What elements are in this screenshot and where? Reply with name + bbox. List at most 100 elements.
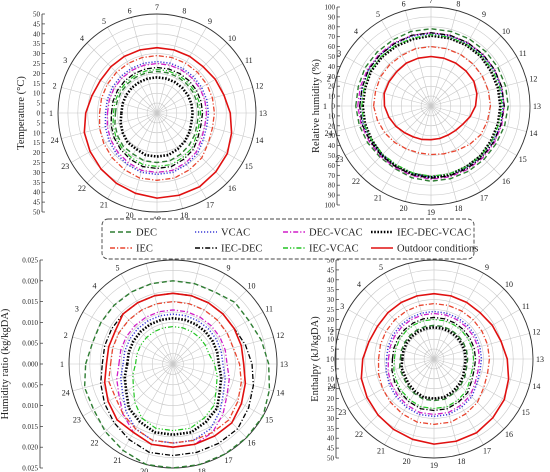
radial-tick-label: 35 <box>327 425 335 433</box>
series-line-iec-dec-vcac <box>361 34 502 179</box>
grid-spoke <box>172 363 247 438</box>
grid-spoke <box>156 112 243 163</box>
radial-tick-label: 100 <box>325 202 336 210</box>
hour-label: 22 <box>352 177 360 186</box>
hour-label: 10 <box>505 280 513 289</box>
panel-enthalpy: 1234567891011121314151617181920212223245… <box>310 249 544 470</box>
hour-label: 23 <box>338 408 346 417</box>
panel-temperature: 1234567891011121314151617181920212223245… <box>16 3 267 224</box>
grid-spoke <box>348 309 435 360</box>
hour-label: 21 <box>100 201 108 210</box>
radial-tick-label: 45 <box>33 20 41 28</box>
radial-tick-label: 20 <box>33 70 41 78</box>
series-line-dec <box>355 28 509 182</box>
radial-tick-label: 35 <box>33 40 41 48</box>
panel-humidity-ratio: 1234567891011121314151617181920212223240… <box>0 249 288 472</box>
radial-tick-label: 80 <box>328 182 336 190</box>
series-line-outdoor-conditions <box>383 55 478 141</box>
series-line-iec <box>98 54 216 181</box>
legend-label: IEC-VCAC <box>309 244 359 255</box>
radial-tick-label: 0 <box>331 356 335 364</box>
grid-spoke <box>82 363 174 417</box>
radial-tick-label: 0.025 <box>22 465 38 472</box>
radial-tick-label: 15 <box>327 385 335 393</box>
grid-spoke <box>172 290 247 365</box>
hour-label: 22 <box>78 184 86 193</box>
grid-spoke <box>360 35 432 107</box>
radial-tick-label: 60 <box>328 43 336 51</box>
grid-spoke <box>430 105 527 132</box>
grid-spoke <box>172 263 201 365</box>
grid-spoke <box>72 336 174 365</box>
grid-spoke <box>145 363 174 465</box>
grid-spoke <box>433 288 505 360</box>
radial-tick-label: 20 <box>328 83 336 91</box>
grid-spoke <box>433 273 484 360</box>
hour-label: 11 <box>519 49 527 58</box>
hour-label: 18 <box>454 204 462 213</box>
series-line-dec <box>83 280 271 469</box>
legend-label: DEC-VCAC <box>309 228 363 239</box>
hour-label: 7 <box>429 0 433 5</box>
radial-tick-label: 5 <box>331 346 335 354</box>
hour-label: 21 <box>114 456 122 465</box>
radial-tick-label: 0.020 <box>22 277 38 285</box>
hour-label: 21 <box>374 194 382 203</box>
radial-tick-label: 0.015 <box>22 298 38 306</box>
hour-label: 2 <box>327 74 331 83</box>
grid-spoke <box>345 56 432 107</box>
radial-tick-label: 0 <box>37 110 41 118</box>
grid-spoke <box>156 63 243 114</box>
grid-spoke <box>72 363 174 392</box>
series-line-iec-dec <box>359 32 505 179</box>
radial-tick-label: 45 <box>327 445 335 453</box>
series-line-iec-vcac <box>361 34 503 177</box>
grid-spoke <box>430 80 527 107</box>
grid-spoke <box>338 333 435 360</box>
legend-label: IEC-DEC-VCAC <box>397 228 471 239</box>
hour-label: 3 <box>75 304 79 313</box>
radial-tick-label: 5 <box>331 365 335 373</box>
axis-title: Relative humidity (%) <box>311 59 322 153</box>
hour-label: 12 <box>532 327 540 336</box>
radial-tick-label: 5 <box>37 100 41 108</box>
grid-spoke <box>363 288 435 360</box>
hour-label: 16 <box>247 438 255 447</box>
hour-label: 10 <box>502 27 510 36</box>
hour-label: 20 <box>400 204 408 213</box>
hour-label: 2 <box>53 81 57 90</box>
radial-tick-label: 25 <box>327 306 335 314</box>
legend-label: VCAC <box>221 228 250 239</box>
radial-tick-label: 40 <box>33 189 41 197</box>
hour-label: 8 <box>456 0 460 8</box>
hour-label: 4 <box>357 280 361 289</box>
radial-tick-label: 40 <box>327 276 335 284</box>
grid-spoke <box>172 363 201 465</box>
hour-label: 9 <box>227 264 231 273</box>
hour-label: 14 <box>532 382 540 391</box>
hour-label: 3 <box>340 302 344 311</box>
series-line-vcac <box>104 60 210 176</box>
hour-label: 16 <box>228 184 236 193</box>
hour-label: 9 <box>482 10 486 19</box>
radial-tick-label: 30 <box>33 50 41 58</box>
radial-tick-label: 0 <box>332 103 336 111</box>
series-line-outdoor-conditions <box>83 46 233 199</box>
hour-label: 5 <box>102 17 106 26</box>
hour-label: 9 <box>208 17 212 26</box>
legend: DEC VCAC DEC-VCAC IEC-DEC-VCAC IEC IEC-DEC IEC… <box>101 218 478 260</box>
hour-label: 13 <box>533 102 541 111</box>
hour-label: 16 <box>502 177 510 186</box>
hour-label: 5 <box>379 263 383 272</box>
hour-label: 13 <box>536 355 544 364</box>
grid-spoke <box>156 17 183 114</box>
grid-spoke <box>433 263 460 360</box>
radial-tick-label: 35 <box>33 179 41 187</box>
hour-label: 20 <box>140 467 148 472</box>
hour-label: 16 <box>505 430 513 439</box>
grid-spoke <box>360 105 432 177</box>
hour-label: 1 <box>60 360 64 369</box>
radial-tick-label: 80 <box>328 23 336 31</box>
radial-tick-label: 90 <box>328 192 336 200</box>
